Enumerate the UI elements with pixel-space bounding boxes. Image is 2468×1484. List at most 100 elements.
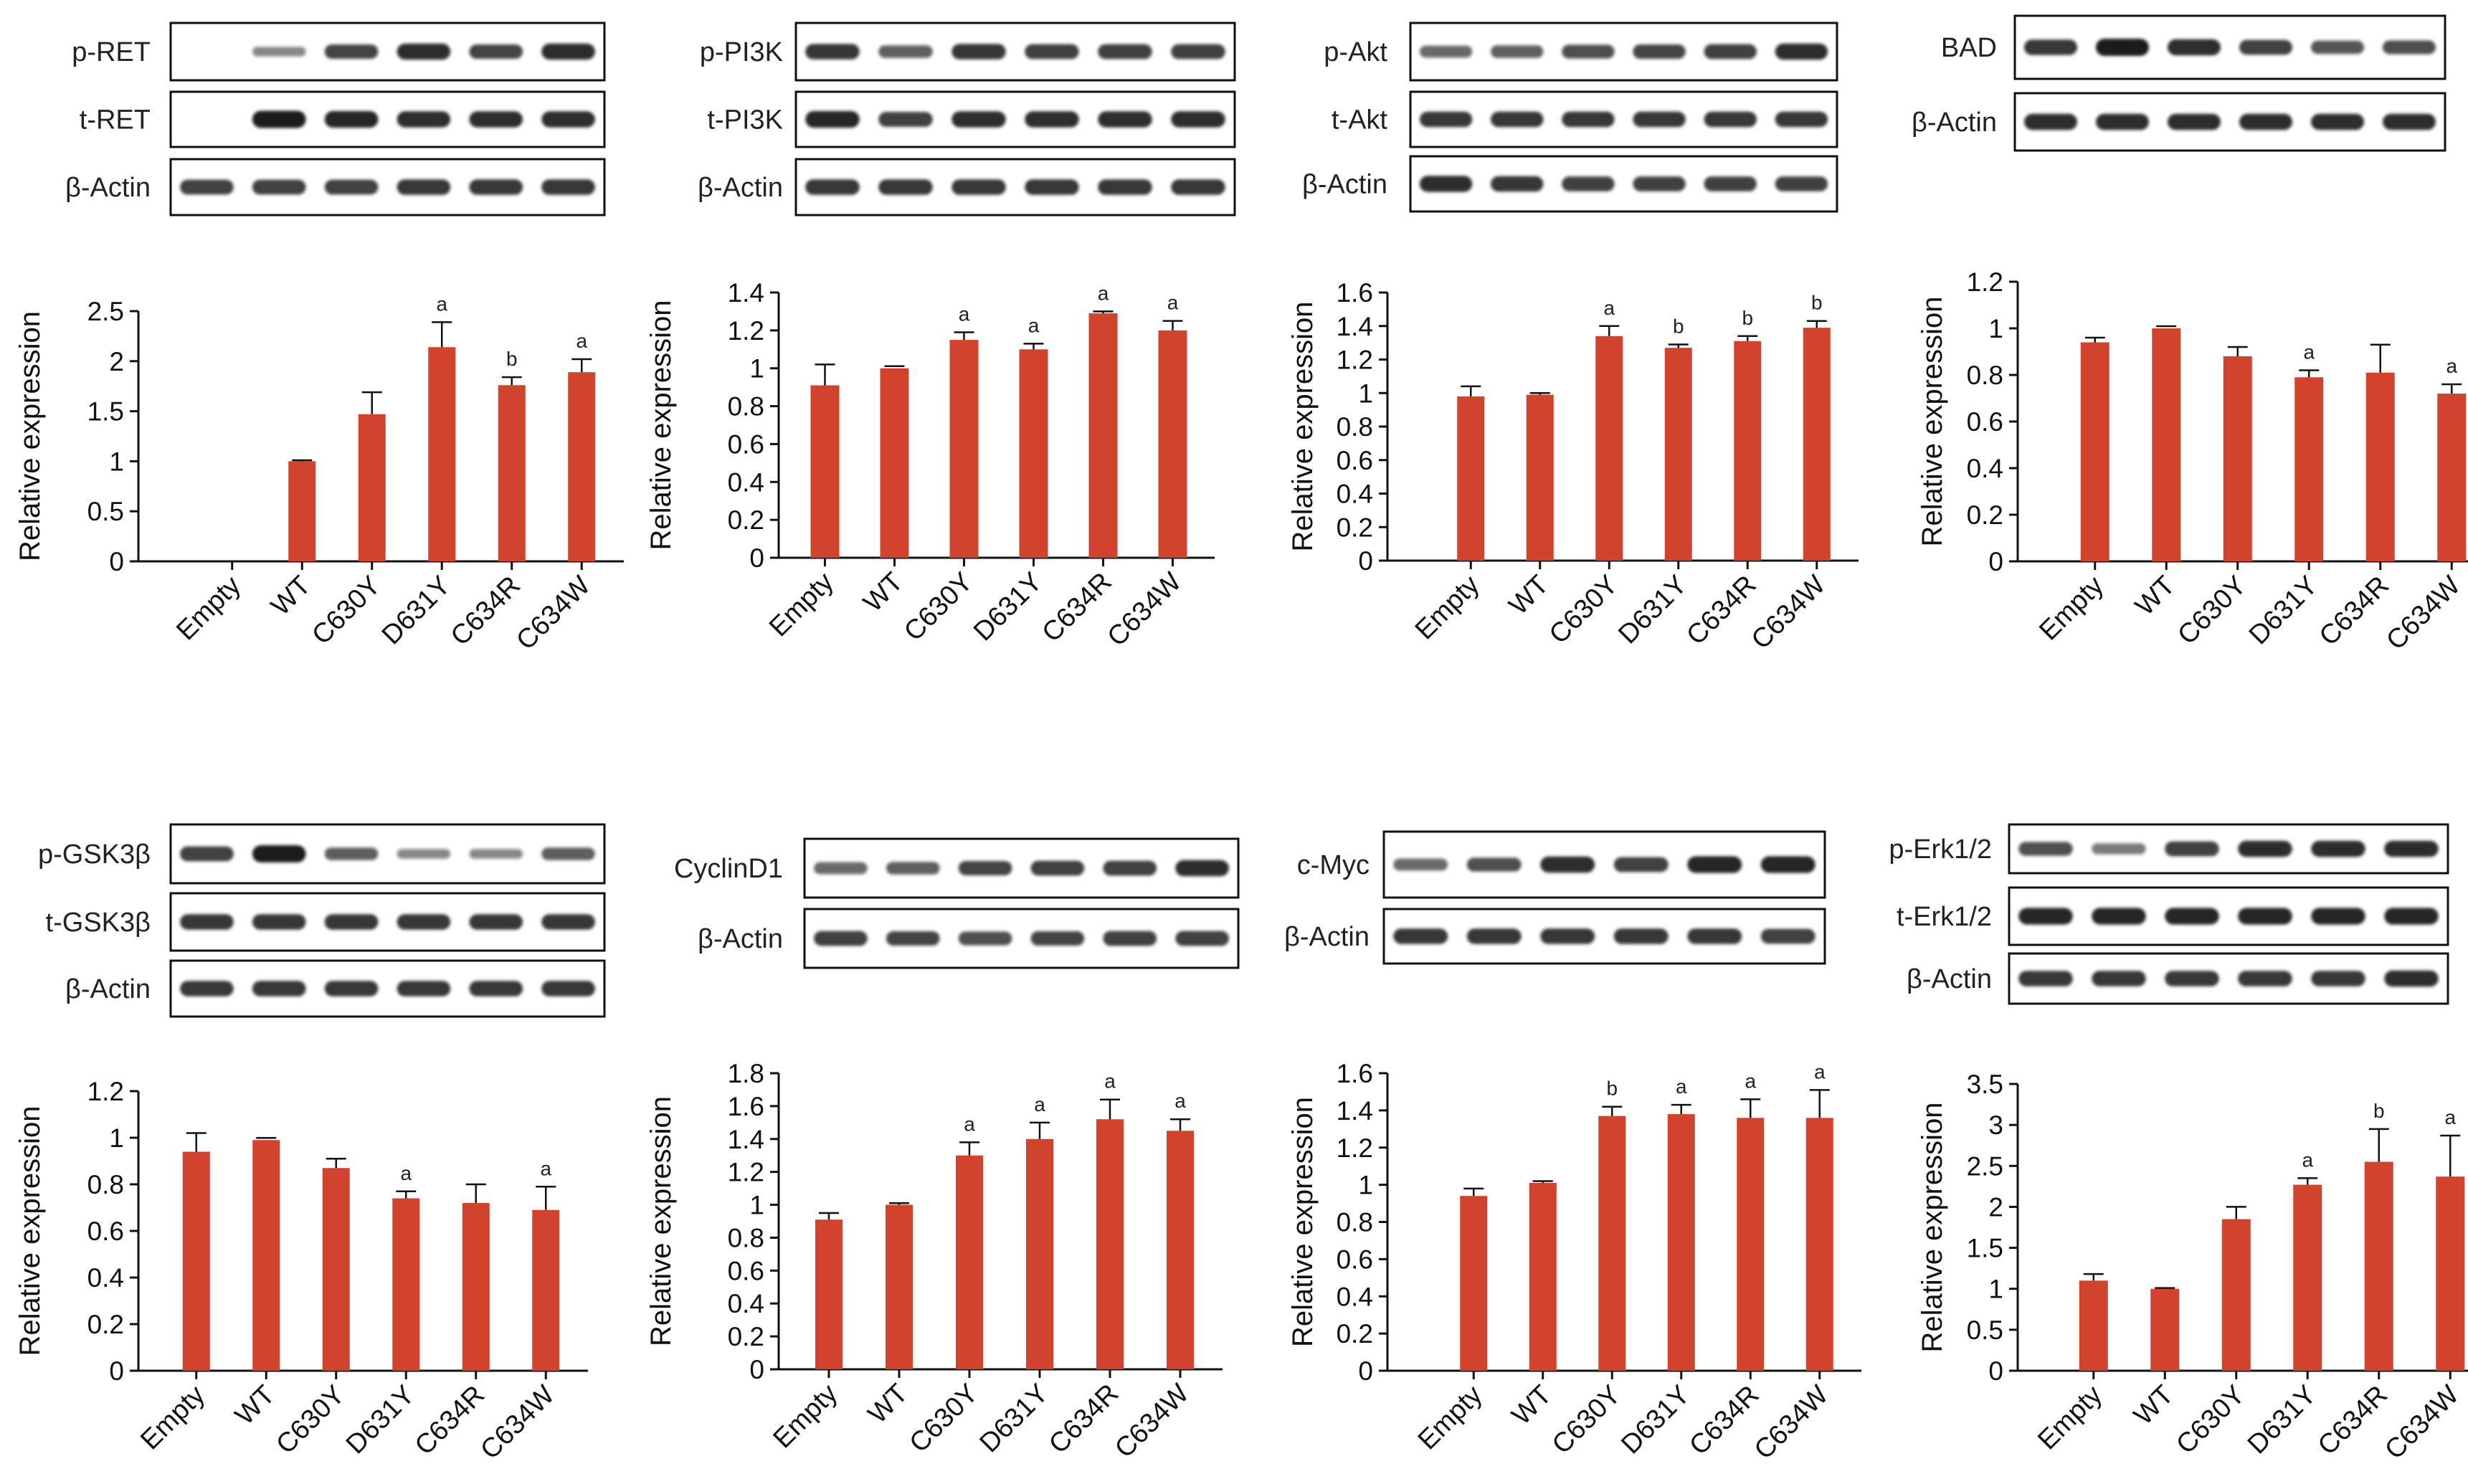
blot-label: t-PI3K [707, 105, 783, 135]
significance-label: a [400, 1162, 412, 1184]
blot-band [252, 845, 306, 862]
blot-band [958, 861, 1012, 875]
bar [1664, 348, 1692, 561]
bar [1803, 328, 1831, 561]
x-category-label: C630Y [903, 1379, 984, 1459]
blot-band [469, 179, 523, 195]
y-tick-label: 2.5 [87, 297, 124, 326]
x-category-label: C634W [1749, 1380, 1834, 1465]
y-tick-label: 0.6 [1337, 1245, 1373, 1274]
blot-band [1098, 111, 1152, 128]
significance-label: a [436, 292, 447, 315]
bar [392, 1198, 420, 1371]
blot-frame [794, 158, 1236, 217]
bar [2080, 342, 2109, 561]
blot-band [324, 110, 379, 128]
blot-band [324, 847, 379, 860]
blot-band [2238, 840, 2292, 857]
blot-band [2239, 113, 2292, 130]
bar [1529, 1183, 1557, 1371]
blot-strip: p-PI3K [700, 22, 1236, 82]
bar [1737, 1118, 1765, 1371]
significance-label: a [2444, 1106, 2456, 1128]
y-tick-label: 1 [1988, 314, 2003, 343]
bar [810, 385, 840, 558]
blot-band [2096, 113, 2149, 130]
blot-band [1025, 179, 1079, 195]
blot-strip: CyclinD1 [674, 837, 1240, 899]
y-tick-label: 1.4 [728, 1125, 764, 1154]
significance-label: a [1028, 314, 1040, 336]
y-tick-label: 0.4 [1967, 454, 2003, 483]
blot-band [252, 110, 306, 128]
bar [2294, 377, 2324, 561]
y-tick-label: 0.2 [728, 1322, 764, 1351]
x-category-label: C634R [2312, 1380, 2393, 1461]
blot-band [2384, 840, 2439, 857]
panel-2: p-PI3K t-PI3K β-Actin 0 0.2 0.4 0.6 0.8 1 1.2 1.4 R… [645, 22, 1236, 652]
blot-band [805, 110, 860, 128]
blot-strip: β-Actin [698, 158, 1236, 217]
blot-band [1175, 860, 1229, 877]
blot-band [2238, 908, 2292, 925]
y-axis-label: Relative expression [14, 1105, 46, 1356]
blot-band [541, 179, 595, 195]
significance-label: a [959, 303, 970, 325]
y-tick-label: 0.2 [728, 505, 764, 535]
blot-band [252, 179, 306, 195]
blot-band [805, 179, 860, 195]
blot-band [2311, 40, 2364, 54]
y-axis-label: Relative expression [1917, 296, 1948, 546]
blot-band [1687, 928, 1742, 944]
y-tick-label: 1.8 [728, 1059, 764, 1088]
blot-strip: t-GSK3β [46, 892, 606, 952]
x-category-label: C634R [445, 571, 526, 652]
x-category-label: WT [265, 571, 316, 622]
blot-band [1540, 928, 1595, 944]
blot-band [180, 914, 234, 930]
blot-band [2092, 843, 2146, 855]
y-tick-label: 0.8 [728, 1223, 764, 1252]
bar [1019, 349, 1048, 558]
blot-label: β-Actin [65, 974, 151, 1004]
significance-label: a [2446, 355, 2457, 377]
blot-frame [169, 892, 606, 952]
significance-label: a [1098, 282, 1109, 304]
x-category-label: C634R [1043, 1379, 1124, 1460]
y-tick-label: 0.2 [87, 1310, 124, 1339]
y-axis-label: Relative expression [1287, 301, 1319, 551]
x-category-label: Empty [2032, 1380, 2108, 1456]
y-tick-label: 2 [1988, 1192, 2003, 1222]
y-tick-label: 1.4 [1337, 1096, 1373, 1126]
y-tick-label: 0 [109, 1356, 124, 1386]
bar [1526, 394, 1554, 561]
blot-frame [1409, 90, 1838, 148]
x-category-label: C634W [2381, 571, 2466, 656]
y-tick-label: 2.5 [1967, 1151, 2003, 1181]
y-tick-label: 0.6 [87, 1217, 124, 1246]
y-tick-label: 0 [749, 1355, 764, 1384]
x-category-label: C634R [2314, 571, 2395, 652]
significance-label: a [540, 1157, 551, 1179]
blot-band [1760, 928, 1816, 944]
x-category-label: C634W [511, 571, 596, 656]
x-category-label: C634W [1102, 567, 1187, 652]
x-category-label: WT [863, 1379, 913, 1430]
blot-frame [1382, 830, 1826, 899]
blot-band [1633, 111, 1686, 128]
blot-band [1030, 860, 1085, 876]
y-tick-label: 0 [1988, 1356, 2003, 1386]
panel-5: p-GSK3β t-GSK3β β-Actin 0 0.2 0.4 0.6 0.8 1 1.2 Re… [14, 823, 606, 1465]
blot-band [951, 179, 1006, 195]
blot-frame [2013, 14, 2446, 80]
blot-label: β-Actin [1907, 964, 1992, 994]
blot-band [2165, 908, 2219, 925]
blot-band [397, 849, 451, 859]
x-category-label: C630Y [898, 567, 979, 647]
x-category-label: WT [1504, 570, 1555, 621]
blot-label: β-Actin [1302, 170, 1387, 200]
bar [462, 1203, 490, 1371]
x-category-label: C630Y [306, 571, 386, 651]
blot-strip: BAD [1941, 14, 2446, 80]
bar [1158, 330, 1187, 558]
